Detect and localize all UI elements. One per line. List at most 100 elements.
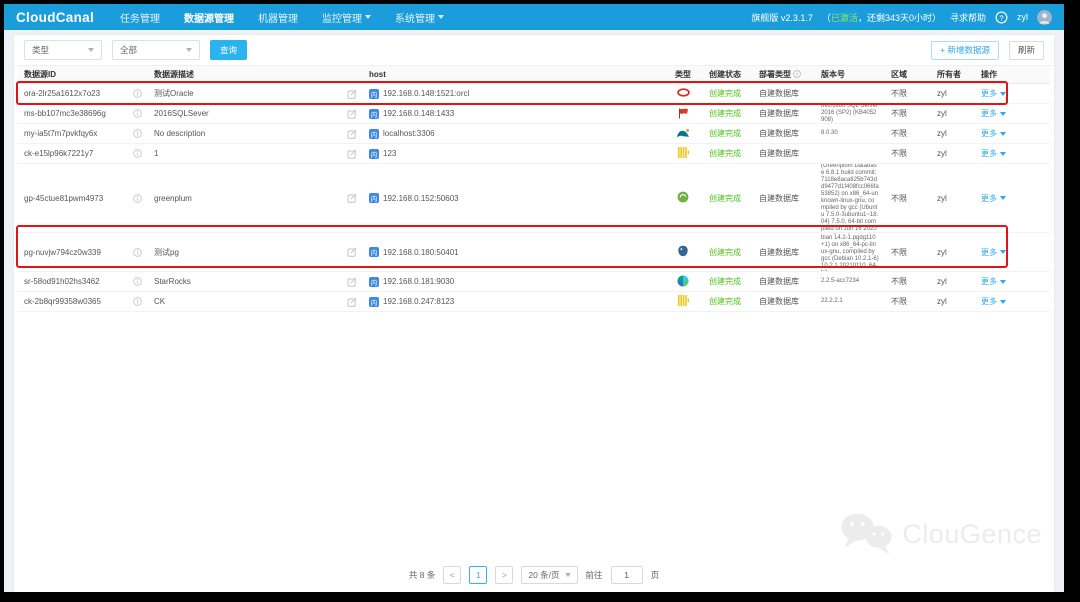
edit-icon[interactable] xyxy=(347,108,357,119)
more-actions-link[interactable]: 更多 xyxy=(981,128,1006,139)
edit-icon[interactable] xyxy=(347,148,357,159)
more-actions-link[interactable]: 更多 xyxy=(981,88,1006,99)
greenplum-icon xyxy=(677,191,689,205)
goto-page-input[interactable] xyxy=(610,566,643,584)
info-icon[interactable] xyxy=(133,129,142,138)
version-value: PostgreSQL 14.2 (Debian 14.2-1.pgdg110+1… xyxy=(821,233,879,271)
brand-logo: CloudCanal xyxy=(16,9,95,25)
owner-value: zyl xyxy=(937,109,947,118)
datasource-id: sr-58od91h02hs3462 xyxy=(24,277,100,286)
add-datasource-button[interactable]: + 新增数据源 xyxy=(931,40,999,60)
host-value: 192.168.0.152:50603 xyxy=(383,193,459,203)
table-row: sr-58od91h02hs3462 StarRocks 内 192.168.0.… xyxy=(18,272,1050,292)
header-host: host xyxy=(369,70,386,79)
postgresql-icon xyxy=(677,245,689,259)
more-actions-link[interactable]: 更多 xyxy=(981,247,1006,258)
owner-value: zyl xyxy=(937,89,947,98)
page-size-select[interactable]: 20 条/页 xyxy=(521,566,578,584)
deploy-type: 自建数据库 xyxy=(759,277,799,286)
version-value: 22.2.2.1 xyxy=(821,298,843,304)
license-info: （已激活，还剩343天0小时） xyxy=(821,12,941,23)
internal-network-badge: 内 xyxy=(369,193,379,203)
edit-icon[interactable] xyxy=(347,276,357,287)
help-icon[interactable]: ? xyxy=(995,11,1008,24)
watermark-text: ClouGence xyxy=(902,519,1042,549)
region-value: 不限 xyxy=(891,193,907,203)
next-page-button[interactable]: > xyxy=(495,566,514,584)
owner-value: zyl xyxy=(937,247,947,257)
owner-value: zyl xyxy=(937,193,947,203)
info-icon[interactable] xyxy=(133,109,142,118)
header-owner: 所有者 xyxy=(937,70,961,79)
pagination: 共 8 条 < 1 > 20 条/页 前往 页 xyxy=(14,566,1054,584)
more-actions-link[interactable]: 更多 xyxy=(981,148,1006,159)
datasource-desc: 测试pg xyxy=(154,247,179,257)
help-link[interactable]: 寻求帮助 xyxy=(949,12,986,23)
host-value: localhost:3306 xyxy=(383,129,435,138)
region-value: 不限 xyxy=(891,89,907,98)
svg-text:?: ? xyxy=(796,71,799,77)
edit-icon[interactable] xyxy=(347,128,357,139)
edition-label: 旗舰版 v2.3.1.7 xyxy=(751,12,813,23)
datasource-id: ms-bb107mc3e38696g xyxy=(24,109,106,118)
more-actions-link[interactable]: 更多 xyxy=(981,193,1006,204)
license-status: 已激活 xyxy=(830,12,858,23)
owner-value: zyl xyxy=(937,297,947,306)
nav-item-task-management[interactable]: 任务管理 xyxy=(120,13,161,25)
info-icon[interactable] xyxy=(133,277,142,286)
info-icon[interactable] xyxy=(133,89,142,98)
main-menu: 任务管理 数据源管理 机器管理 监控管理 系统管理 xyxy=(120,10,751,25)
internal-network-badge: 内 xyxy=(369,128,379,139)
host-value: 192.168.0.247:8123 xyxy=(383,297,455,306)
status-badge: 创建完成 xyxy=(709,193,741,203)
datasource-desc: 测试Oracle xyxy=(154,89,194,98)
chevron-down-icon xyxy=(1000,196,1006,200)
datasource-id: pg-nuvjw794cz0w339 xyxy=(24,247,101,257)
edit-icon[interactable] xyxy=(347,88,357,99)
deploy-type: 自建数据库 xyxy=(759,109,799,118)
type-filter-select[interactable]: 类型 xyxy=(24,40,102,60)
info-icon[interactable] xyxy=(133,247,142,257)
nav-item-machine-management[interactable]: 机器管理 xyxy=(258,13,299,25)
nav-item-datasource-management[interactable]: 数据源管理 xyxy=(184,13,235,25)
wechat-bubbles-icon xyxy=(838,507,896,562)
region-value: 不限 xyxy=(891,297,907,306)
edit-icon[interactable] xyxy=(347,247,357,257)
info-icon[interactable] xyxy=(133,193,142,203)
prev-page-button[interactable]: < xyxy=(443,566,462,584)
chevron-down-icon xyxy=(1000,91,1006,96)
header-datasource-id: 数据源ID xyxy=(24,70,56,79)
host-value: 123 xyxy=(383,149,397,158)
status-badge: 创建完成 xyxy=(709,277,741,286)
query-button[interactable]: 查询 xyxy=(210,40,248,60)
more-actions-link[interactable]: 更多 xyxy=(981,108,1006,119)
scope-filter-select[interactable]: 全部 xyxy=(112,40,200,60)
info-icon[interactable] xyxy=(133,297,142,306)
host-value: 192.168.0.180:50401 xyxy=(383,247,459,257)
clickhouse-icon xyxy=(677,147,689,160)
table-row: gp-45ctue81pwm4973 greenplum 内 192.168.0.… xyxy=(18,164,1050,233)
chevron-down-icon xyxy=(1000,250,1006,254)
chevron-down-icon xyxy=(186,48,192,52)
edit-icon[interactable] xyxy=(347,193,357,203)
more-actions-link[interactable]: 更多 xyxy=(981,276,1006,287)
nav-item-monitor-management[interactable]: 监控管理 xyxy=(322,10,372,25)
edit-icon[interactable] xyxy=(347,296,357,307)
nav-item-system-management[interactable]: 系统管理 xyxy=(395,10,445,25)
region-value: 不限 xyxy=(891,277,907,286)
top-navbar: CloudCanal 任务管理 数据源管理 机器管理 监控管理 系统管理 旗舰版… xyxy=(4,4,1064,30)
starrocks-icon xyxy=(677,275,689,289)
info-icon[interactable] xyxy=(133,149,142,158)
chevron-down-icon xyxy=(564,573,571,577)
info-icon[interactable]: ? xyxy=(793,69,801,80)
more-actions-link[interactable]: 更多 xyxy=(981,296,1006,307)
datasource-panel: 类型 全部 查询 + 新增数据源 刷新 数据源ID 数据源描述 host 类型 … xyxy=(14,35,1054,592)
page-number-button[interactable]: 1 xyxy=(469,566,488,584)
refresh-button[interactable]: 刷新 xyxy=(1008,40,1044,60)
deploy-type: 自建数据库 xyxy=(759,247,799,257)
version-value: 8.0.30 xyxy=(821,130,838,136)
avatar[interactable] xyxy=(1037,9,1052,25)
version-value: PostgreSQL 9.4.24 (Greenplum Database 6.… xyxy=(821,164,879,232)
chevron-down-icon xyxy=(1000,151,1006,156)
username-label[interactable]: zyl xyxy=(1017,12,1028,22)
